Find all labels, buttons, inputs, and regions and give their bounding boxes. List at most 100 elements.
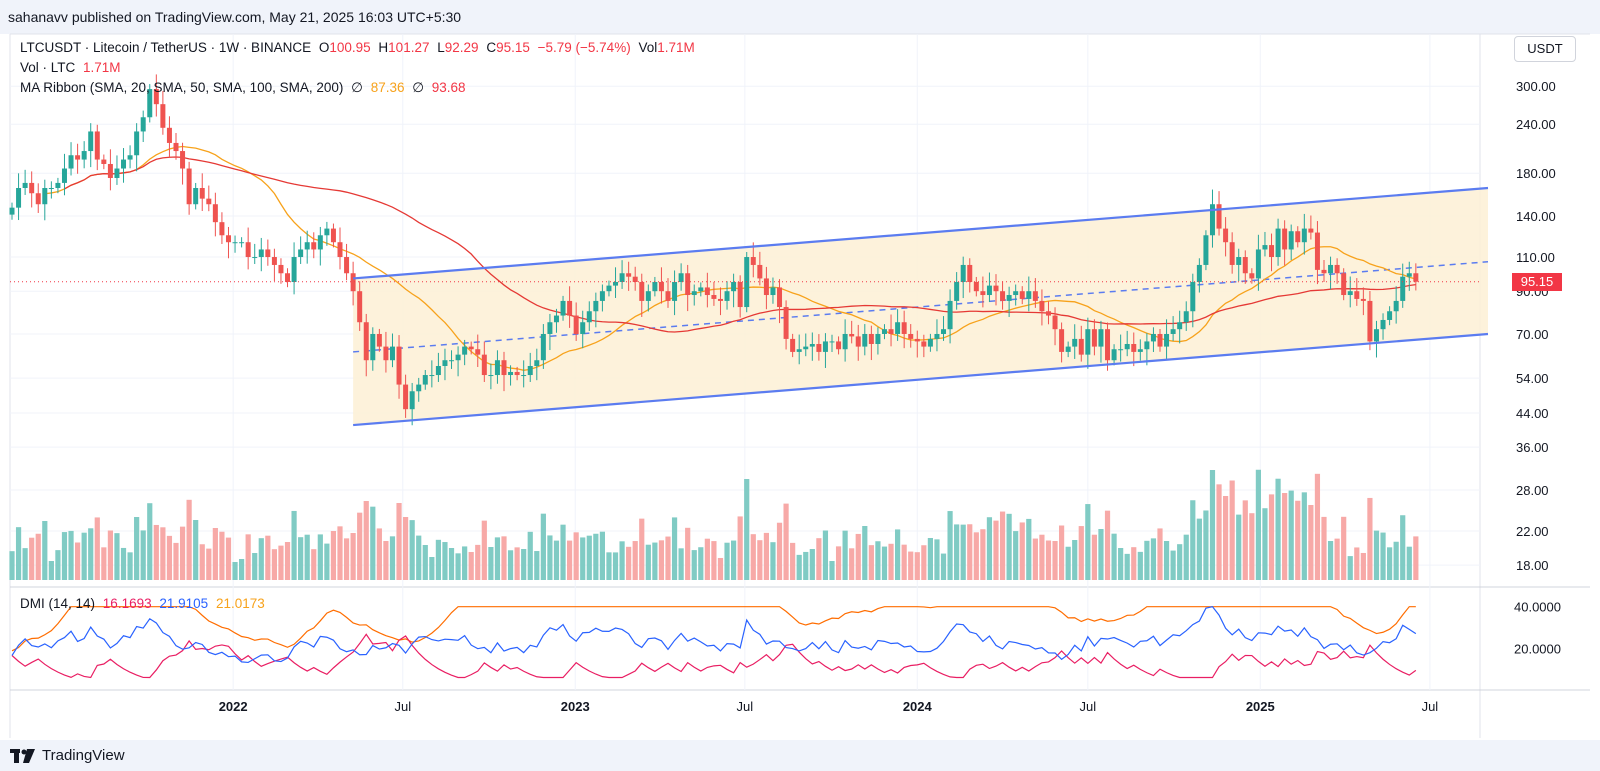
candle-body	[1098, 329, 1104, 347]
volume-bar	[1026, 518, 1032, 580]
volume-bar	[829, 561, 835, 580]
open-value: 100.95	[329, 40, 371, 55]
volume-bar	[1406, 546, 1412, 580]
candle-body	[1314, 232, 1320, 270]
candle-body	[48, 188, 54, 190]
candle-body	[822, 341, 828, 352]
candle-body	[442, 360, 448, 366]
volume-bar	[1072, 540, 1078, 580]
volume-bar	[245, 534, 251, 580]
volume-bar	[1059, 525, 1065, 580]
volume-bar	[704, 538, 710, 580]
candle-body	[626, 273, 632, 277]
candle-body	[232, 242, 238, 244]
price-tick-label: 44.00	[1516, 406, 1549, 421]
published-info: sahanavv published on TradingView.com, M…	[8, 9, 462, 25]
ma-50-value: 93.68	[431, 80, 466, 95]
candle-body	[1131, 343, 1137, 352]
volume-bar	[639, 518, 645, 580]
volume-bar	[868, 545, 874, 580]
candle-body	[147, 89, 153, 118]
candle-body	[9, 207, 15, 215]
candle-body	[1341, 273, 1347, 296]
volume-bar	[619, 541, 625, 580]
currency-button[interactable]: USDT	[1514, 36, 1576, 62]
candle-body	[1026, 291, 1032, 299]
candle-body	[1032, 291, 1038, 301]
volume-bar	[114, 533, 120, 580]
volume-bar	[389, 536, 396, 580]
volume-bar	[960, 524, 966, 580]
candle-body	[1157, 333, 1163, 347]
vol-ltc-label[interactable]: Vol · LTC	[20, 60, 76, 75]
volume-bar	[1229, 480, 1235, 580]
candle-body	[875, 333, 881, 344]
volume-bar	[514, 547, 520, 580]
volume-bar	[776, 522, 783, 580]
candle-body	[1177, 322, 1183, 330]
volume-bar	[1223, 496, 1229, 580]
candle-body	[672, 281, 678, 301]
volume-bar	[1104, 510, 1111, 580]
ma-ribbon-label[interactable]: MA Ribbon (SMA, 20, SMA, 50, SMA, 100, S…	[20, 80, 344, 95]
volume-bar	[239, 559, 245, 580]
volume-bar	[284, 542, 291, 580]
volume-bar	[153, 524, 159, 580]
volume-bar	[1137, 551, 1143, 580]
volume-bar	[140, 530, 146, 580]
candle-body	[344, 257, 350, 274]
candle-body	[396, 346, 402, 385]
volume-bar	[35, 533, 41, 580]
volume-bar	[1039, 534, 1045, 580]
volume-bar	[521, 549, 527, 580]
candle-body	[658, 281, 664, 292]
candle-body	[547, 322, 553, 334]
tradingview-logo[interactable]: TradingView	[10, 747, 125, 764]
candle-body	[1209, 204, 1215, 236]
candle-body	[960, 264, 966, 282]
candle-body	[1360, 298, 1366, 301]
volume-bar	[1360, 552, 1366, 580]
volume-bar	[1216, 484, 1222, 580]
volume-bar	[934, 539, 940, 580]
low-label: L	[437, 40, 445, 55]
candle-body	[403, 384, 409, 410]
candle-body	[783, 307, 789, 339]
dmi-label[interactable]: DMI (14, 14)	[20, 596, 96, 611]
candle-body	[389, 346, 395, 361]
volume-bar	[724, 542, 730, 580]
candle-body	[350, 273, 356, 292]
volume-bar	[1032, 538, 1038, 580]
volume-bar	[166, 535, 173, 580]
price-tick-label: 36.00	[1516, 440, 1549, 455]
volume-bar	[645, 544, 651, 580]
volume-bar	[1085, 504, 1091, 580]
symbol-title[interactable]: LTCUSDT · Litecoin / TetherUS · 1W · BIN…	[20, 40, 312, 55]
volume-bar	[822, 530, 829, 580]
volume-bar	[1124, 553, 1130, 580]
price-tick-label: 70.00	[1516, 327, 1549, 342]
candle-body	[199, 188, 205, 199]
volume-bar	[232, 562, 238, 580]
time-tick-label: Jul	[394, 699, 411, 714]
candle-body	[1301, 228, 1307, 243]
volume-bar	[606, 552, 612, 580]
candle-body	[1393, 300, 1399, 312]
volume-bar	[665, 536, 671, 580]
volume-bar	[999, 511, 1006, 580]
candle-body	[796, 349, 802, 352]
ma-ribbon-legend: MA Ribbon (SMA, 20, SMA, 50, SMA, 100, S…	[20, 80, 470, 96]
candle-body	[271, 257, 277, 265]
volume-bar	[258, 538, 264, 580]
volume-bar	[547, 535, 553, 580]
candle-body	[101, 159, 107, 164]
volume-bar	[468, 552, 474, 580]
candle-body	[153, 89, 159, 105]
volume-bar	[370, 506, 376, 580]
vol-label: Vol	[638, 40, 658, 55]
candle-body	[1078, 338, 1084, 355]
volume-bar	[127, 552, 133, 580]
candle-body	[508, 371, 514, 376]
candle-body	[304, 242, 310, 250]
